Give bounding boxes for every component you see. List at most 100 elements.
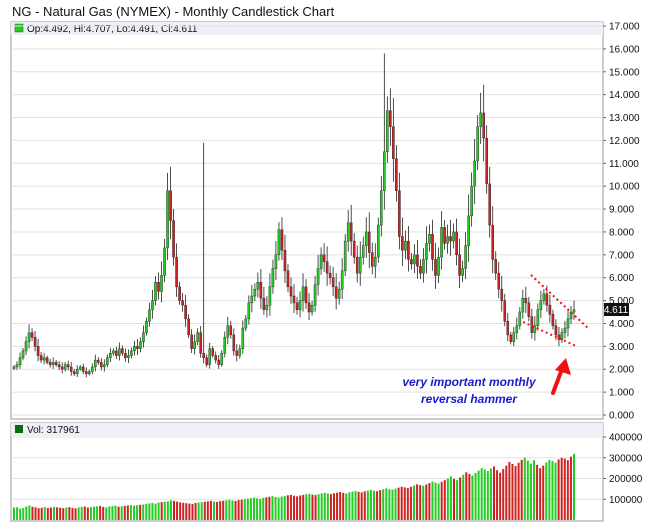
candle: [476, 115, 479, 171]
candle-body: [238, 348, 242, 356]
candle-body: [458, 254, 461, 276]
candle: [392, 97, 395, 182]
volume-bars: [13, 454, 575, 520]
candle: [133, 340, 136, 356]
ohlc-strip: [11, 22, 603, 35]
volume-bar: [354, 490, 357, 520]
candle: [482, 84, 485, 162]
candle: [178, 281, 181, 305]
volume-bar: [43, 507, 46, 520]
volume-bar: [151, 502, 154, 520]
candle: [229, 320, 233, 339]
candle: [100, 358, 103, 371]
volume-bar: [185, 503, 188, 520]
candle: [331, 266, 335, 297]
candle-body: [127, 355, 130, 358]
volume-bar: [520, 459, 523, 520]
candle-body: [530, 316, 534, 333]
candle: [404, 230, 407, 260]
candle-body: [539, 300, 543, 310]
candle: [121, 345, 124, 356]
candle-body: [500, 288, 504, 301]
volume-bar: [413, 485, 415, 520]
candle: [265, 296, 269, 318]
candle-body: [130, 350, 133, 356]
candle-body: [325, 261, 329, 274]
candle: [45, 355, 49, 365]
candle-body: [15, 364, 19, 368]
candle-body: [443, 227, 446, 244]
candle-body: [301, 286, 305, 301]
candle-body: [395, 158, 398, 191]
candle-body: [57, 364, 61, 368]
candle-body: [94, 359, 97, 368]
volume-bar: [363, 491, 366, 520]
volume-bar: [425, 484, 428, 520]
candle: [184, 294, 187, 327]
candle: [112, 348, 115, 356]
volume-bar: [68, 507, 71, 520]
volume-bar: [216, 501, 219, 520]
candle: [84, 367, 88, 378]
candle: [115, 346, 118, 360]
volume-bar: [483, 469, 486, 520]
candlesticks: [12, 53, 576, 378]
candle: [24, 336, 28, 356]
candle-body: [163, 247, 166, 276]
candle: [169, 166, 172, 240]
candle: [235, 344, 239, 362]
candle-body: [322, 254, 326, 262]
volume-bar: [329, 494, 332, 520]
candle: [413, 244, 416, 274]
candle: [416, 239, 419, 279]
candle: [479, 92, 482, 144]
candle-body: [449, 236, 452, 242]
volume-bar: [166, 501, 169, 520]
candle: [172, 208, 175, 266]
candle: [530, 308, 534, 339]
price-tick-label: 6.000: [609, 273, 634, 284]
candle-body: [355, 256, 359, 274]
candle: [247, 295, 251, 325]
volume-bar: [49, 507, 52, 520]
price-tick-label: 14.000: [609, 90, 640, 101]
candle: [97, 357, 100, 365]
candle: [431, 219, 434, 271]
candle: [151, 289, 154, 319]
candle-body: [380, 190, 383, 226]
candle: [127, 349, 130, 363]
candle-body: [307, 302, 311, 313]
candle-body: [521, 298, 525, 313]
volume-bar: [157, 502, 160, 520]
candle: [548, 294, 552, 323]
candle: [380, 175, 383, 237]
volume-bar: [348, 492, 351, 520]
candle: [461, 260, 464, 283]
candle-body: [292, 295, 296, 304]
candle: [401, 217, 404, 267]
candle-body: [334, 286, 338, 299]
volume-bar: [225, 500, 228, 520]
candle-body: [124, 353, 127, 358]
volume-bar: [299, 495, 302, 520]
volume-bar: [345, 493, 348, 520]
ohlc-readout: Op:4.492, Hi:4.707, Lo:4.491, Cl:4.611: [27, 24, 198, 35]
candle: [274, 240, 278, 280]
candle-body: [328, 272, 332, 278]
upper-trendline: [530, 274, 590, 330]
candle: [407, 226, 410, 272]
candle-body: [78, 366, 82, 370]
candle: [337, 281, 341, 305]
candle-body: [524, 298, 528, 304]
candle-body: [148, 309, 151, 322]
candle: [527, 296, 531, 322]
candle-body: [193, 341, 196, 349]
candle: [54, 359, 58, 367]
volume-bar: [40, 507, 43, 520]
volume-bar: [326, 493, 329, 520]
last-price-tag-bg: [604, 303, 629, 316]
volume-bar: [289, 494, 292, 520]
candle: [205, 354, 208, 368]
candle: [328, 265, 332, 285]
candle: [500, 275, 504, 312]
